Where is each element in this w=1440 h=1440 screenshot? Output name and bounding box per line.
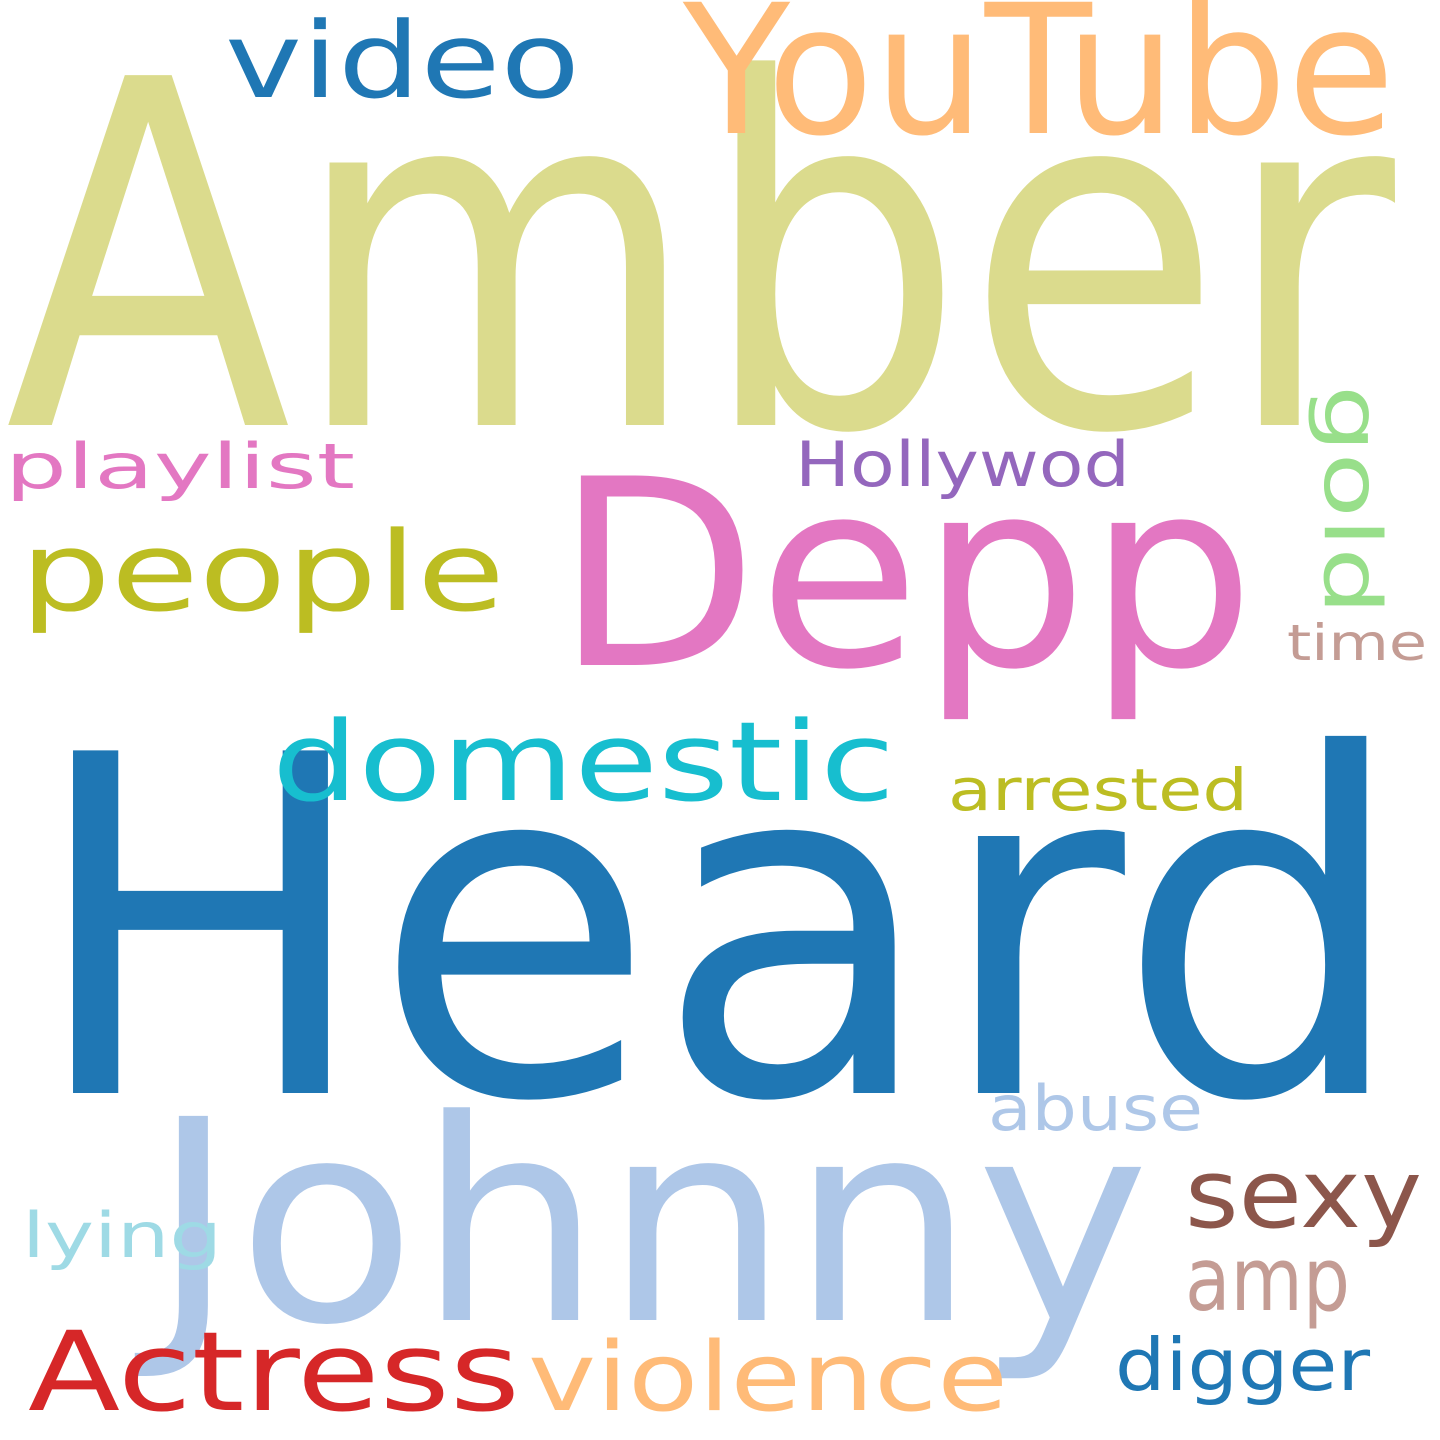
word-amp: amp <box>1185 1228 1350 1331</box>
word-digger: digger <box>1115 1323 1370 1407</box>
word-heard: Heard <box>28 657 1408 1204</box>
word-sexy: sexy <box>1185 1140 1422 1250</box>
word-video: video <box>225 0 580 122</box>
word-amber: Amber <box>5 0 1399 539</box>
word-actress: Actress <box>28 1308 520 1436</box>
word-domestic: domestic <box>272 698 895 826</box>
word-people: people <box>20 508 505 636</box>
word-johnny: Johnny <box>132 1061 1150 1387</box>
word-gold: gold <box>1306 385 1396 615</box>
word-violence: violence <box>528 1323 1008 1433</box>
word-hollywod: Hollywod <box>795 428 1130 501</box>
word-time: time <box>1287 614 1427 672</box>
word-playlist: playlist <box>5 430 355 503</box>
word-depp: Depp <box>555 425 1255 727</box>
word-arrested: arrested <box>948 756 1248 824</box>
word-youtube: YouTube <box>682 0 1395 176</box>
word-lying: lying <box>22 1199 222 1272</box>
word-abuse: abuse <box>988 1072 1203 1145</box>
